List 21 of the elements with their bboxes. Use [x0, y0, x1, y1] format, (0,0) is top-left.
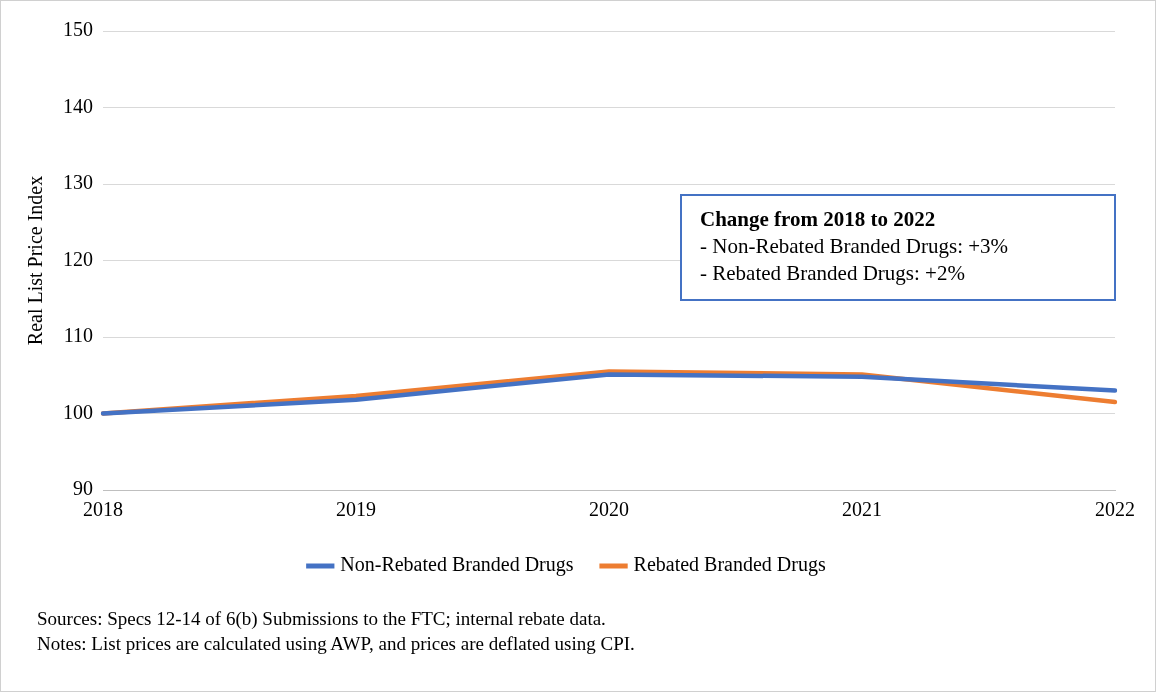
y-tick-label: 110	[63, 324, 93, 347]
y-tick-label: 90	[73, 477, 93, 500]
x-tick-label: 2020	[589, 498, 629, 521]
legend-label: Rebated Branded Drugs	[633, 553, 826, 577]
annotation: Change from 2018 to 2022	[700, 206, 937, 233]
annotation: - Non-Rebated Branded Drugs: +3%	[700, 233, 1010, 260]
annotation: - Rebated Branded Drugs: +2%	[700, 260, 966, 287]
y-tick-label: 140	[63, 94, 93, 117]
text: Notes: List prices are calculated using AWP, and prices are deflated using CPI.	[37, 632, 635, 656]
y-tick-label: 120	[63, 247, 93, 270]
y-tick-label: 130	[63, 171, 93, 194]
y-tick-label: 150	[63, 18, 93, 41]
y-axis-title: Real List Price Index	[24, 175, 47, 346]
x-tick-label: 2021	[842, 498, 882, 521]
note-box: Change from 2018 to 2022 - Non-Rebated Branded Drugs: +3% - Rebated Branded Drugs: +2%	[680, 194, 1116, 301]
x-tick-label: 2019	[336, 498, 376, 521]
x-tick-label: 2022	[1095, 498, 1135, 521]
source-note: Sources: Specs 12-14 of 6(b) Submissions to the FTC; internal rebate data.	[37, 607, 607, 631]
y-tick-label: 100	[63, 400, 93, 423]
legend-label: Non-Rebated Branded Drugs	[340, 553, 574, 577]
x-tick-label: 2018	[83, 498, 123, 521]
